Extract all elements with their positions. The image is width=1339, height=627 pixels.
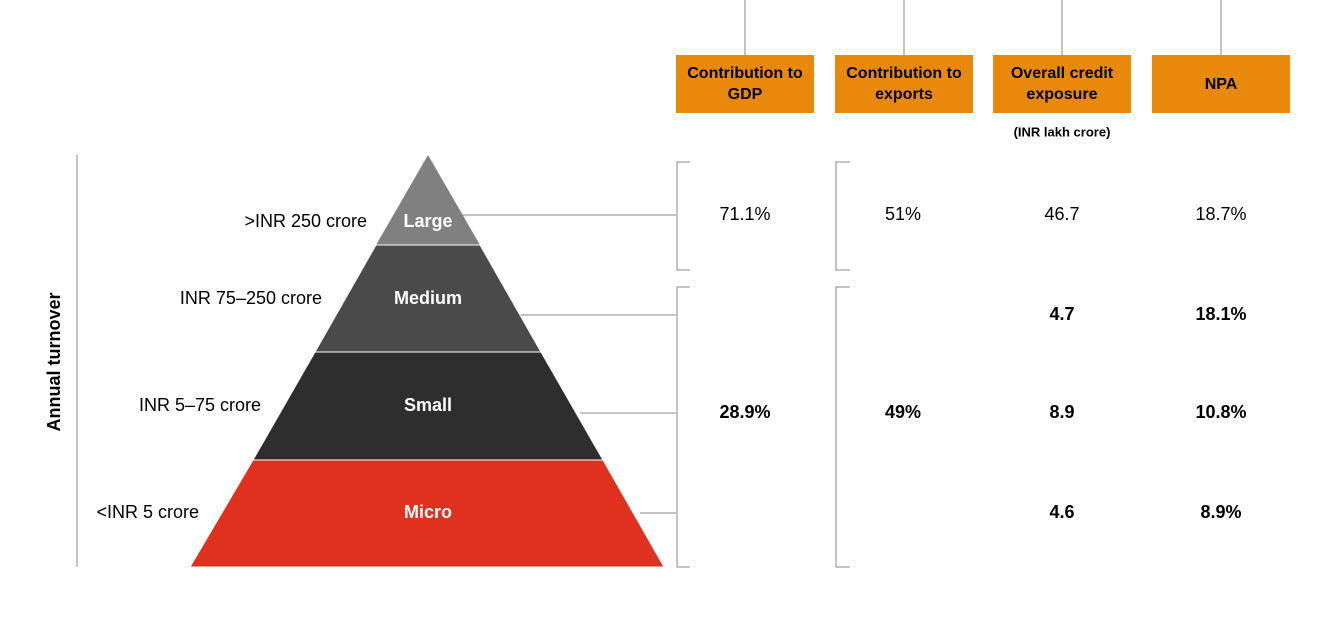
column-header: NPA [1152, 55, 1290, 113]
tier-range: <INR 5 crore [96, 502, 199, 522]
unit-note: (INR lakh crore) [1014, 124, 1111, 139]
tier-micro [189, 459, 665, 568]
tier-name: Medium [394, 288, 462, 308]
column-header: Contribution to GDP [676, 55, 814, 113]
value: 4.7 [1049, 304, 1074, 324]
column-header: Overall credit exposure [993, 55, 1131, 113]
value: 10.8% [1195, 402, 1246, 422]
value: 4.6 [1049, 502, 1074, 522]
value: 28.9% [719, 402, 770, 422]
connectors [460, 0, 1222, 568]
value: 8.9% [1200, 502, 1241, 522]
tier-range: INR 5–75 crore [139, 395, 261, 415]
tier-name: Micro [404, 502, 452, 522]
value: 46.7 [1044, 204, 1079, 224]
tier-name: Large [403, 211, 452, 231]
value: 51% [885, 204, 921, 224]
value: 71.1% [719, 204, 770, 224]
value: 49% [885, 402, 921, 422]
tier-range: INR 75–250 crore [180, 288, 322, 308]
value: 18.1% [1195, 304, 1246, 324]
value: 18.7% [1195, 204, 1246, 224]
column-header: Contribution to exports [835, 55, 973, 113]
value: 8.9 [1049, 402, 1074, 422]
axis-label: Annual turnover [44, 292, 64, 431]
tier-large [376, 155, 480, 245]
tier-name: Small [404, 395, 452, 415]
tier-range: >INR 250 crore [244, 211, 367, 231]
